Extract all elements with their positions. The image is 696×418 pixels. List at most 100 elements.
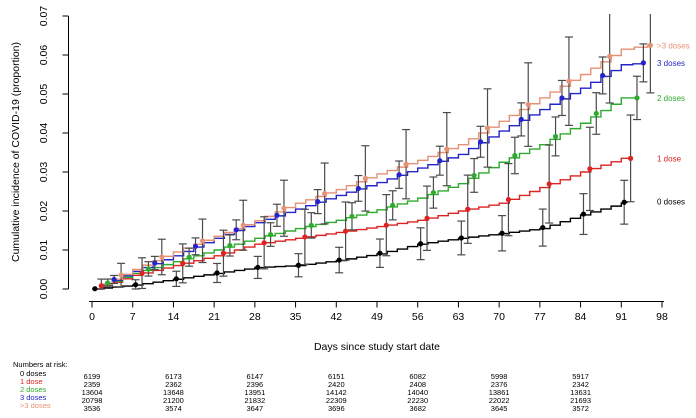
marker-dot-3-doses [403, 161, 409, 167]
marker-dot-3-doses [111, 276, 117, 283]
series-line-1-dose [92, 157, 633, 290]
at-risk-value: 2396 [246, 379, 264, 389]
y-tick-label: 0.06 [38, 45, 50, 66]
marker-dot-3-doses [525, 101, 531, 108]
at-risk-value: 3572 [572, 404, 589, 414]
y-axis-title: Cumulative incidence of COVID-19 (propor… [10, 41, 22, 263]
at-risk-value: 3574 [165, 404, 182, 414]
marker-dot-3-doses [600, 72, 606, 79]
at-risk-value: 22022 [488, 396, 510, 406]
x-axis-title: Days since study start date [313, 341, 441, 353]
marker-dot-3-doses [274, 212, 280, 218]
at-risk-row-label-3-doses: >3 doses [20, 401, 51, 411]
marker-dot-2-doses [593, 110, 599, 117]
y-tick-label: 0.05 [38, 84, 50, 105]
marker-dot-0-doses [295, 262, 302, 268]
marker-dot-3-doses [444, 146, 450, 152]
marker-dot-2-doses [308, 222, 314, 228]
legend-label-1-dose: 1 dose [657, 154, 682, 163]
legend-label-2-doses: 2 doses [657, 94, 685, 103]
at-risk-value: 21693 [570, 396, 591, 406]
marker-dot-2-doses [267, 231, 274, 238]
marker-dot-3-doses [159, 254, 165, 260]
marker-dot-2-doses [105, 280, 111, 286]
y-tick-label: 0.01 [38, 240, 50, 261]
marker-dot-3-doses [362, 175, 368, 182]
x-tick-label: 56 [412, 311, 424, 323]
marker-dot-0-doses [133, 282, 139, 288]
marker-dot-2-doses [512, 152, 518, 159]
legend-label-3-doses: 3 doses [657, 59, 685, 68]
marker-dot-3-doses [607, 53, 613, 59]
marker-dot-0-doses [336, 257, 342, 263]
at-risk-value: 3536 [83, 404, 101, 414]
x-tick-label: 7 [130, 311, 136, 323]
at-risk-value: 13631 [570, 387, 591, 397]
at-risk-value: 3647 [246, 404, 264, 414]
x-tick-label: 0 [89, 311, 95, 323]
marker-dot-2-doses [390, 202, 396, 208]
y-tick-label: 0.02 [38, 201, 50, 222]
at-risk-value: 14040 [407, 387, 429, 397]
marker-dot-3-doses [192, 243, 199, 249]
x-tick-label: 35 [290, 311, 302, 323]
at-risk-value: 5917 [572, 371, 589, 381]
y-tick-label: 0.04 [38, 123, 50, 144]
at-risk-value: 22230 [407, 396, 429, 406]
marker-dot-3-doses [640, 60, 646, 66]
x-tick-label: 49 [371, 311, 383, 323]
at-risk-value: 2342 [572, 379, 589, 389]
marker-dot-0-doses [580, 211, 587, 217]
marker-dot-1-dose [98, 283, 104, 289]
at-risk-value: 2362 [165, 379, 182, 389]
marker-dot-3-doses [322, 190, 328, 197]
at-risk-value: 20798 [81, 396, 103, 406]
at-risk-value: 6082 [409, 371, 427, 381]
marker-dot-0-doses [540, 224, 546, 231]
marker-dot-3-doses [315, 199, 321, 205]
marker-dot-3-doses [647, 42, 653, 48]
y-tick-label: 0.00 [38, 279, 50, 300]
series-line-3-doses [92, 45, 649, 290]
marker-dot-0-doses [458, 235, 464, 241]
marker-dot-1-dose [139, 270, 145, 276]
legend-label-3-doses: >3 doses [657, 41, 690, 50]
marker-dot-1-dose [383, 222, 389, 228]
marker-dot-3-doses [152, 260, 158, 266]
x-tick-label: 63 [453, 311, 465, 323]
marker-dot-1-dose [261, 240, 267, 246]
marker-dot-3-doses [559, 95, 565, 101]
marker-dot-0-doses [214, 270, 220, 276]
marker-dot-1-dose [546, 181, 552, 187]
marker-dot-0-doses [255, 264, 261, 271]
marker-dot-0-doses [418, 241, 424, 247]
at-risk-value: 14142 [325, 387, 347, 397]
x-tick-label: 98 [656, 311, 668, 323]
at-risk-value: 13604 [81, 387, 103, 397]
at-risk-value: 21200 [162, 396, 184, 406]
y-tick-label: 0.03 [38, 162, 50, 183]
at-risk-value: 22309 [325, 396, 347, 406]
at-risk-value: 3682 [409, 404, 427, 414]
marker-dot-1-dose [465, 206, 471, 212]
marker-dot-1-dose [180, 260, 186, 266]
legend-label-0-doses: 0 doses [657, 197, 685, 206]
at-risk-value: 6147 [246, 371, 264, 381]
at-risk-value: 5998 [490, 371, 508, 381]
numbers-at-risk-header: Numbers at risk: [13, 360, 68, 369]
x-tick-label: 14 [168, 311, 180, 323]
marker-dot-2-doses [634, 95, 640, 101]
y-tick-label: 0.07 [38, 6, 50, 27]
at-risk-row-label-3-doses: 3 doses [20, 393, 47, 403]
at-risk-value: 2420 [327, 379, 345, 389]
marker-dot-3-doses [437, 158, 443, 164]
marker-dot-3-doses [281, 205, 287, 211]
at-risk-value: 6151 [327, 371, 345, 381]
marker-dot-3-doses [566, 78, 572, 84]
at-risk-row-label-0-doses: 0 doses [20, 368, 47, 378]
marker-dot-3-doses [233, 227, 239, 233]
series-line-0-doses [92, 201, 628, 290]
at-risk-value: 3696 [327, 404, 345, 414]
